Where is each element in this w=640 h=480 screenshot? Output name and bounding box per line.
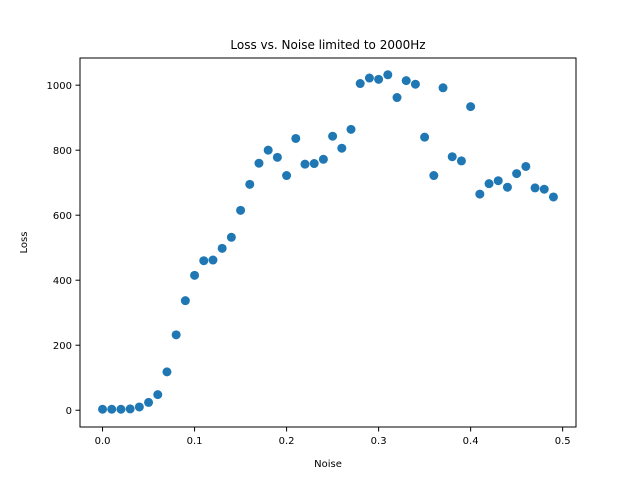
y-tick-label: 400 (53, 276, 72, 287)
y-tick-label: 0 (66, 406, 72, 417)
data-point (125, 404, 135, 414)
x-tick-label: 0.1 (187, 436, 203, 447)
data-point (134, 402, 144, 412)
data-point (208, 255, 218, 265)
data-point (512, 169, 522, 179)
data-point (107, 404, 117, 414)
y-tick-label: 200 (53, 341, 72, 352)
data-point (530, 183, 540, 193)
data-point (263, 145, 273, 155)
data-point (548, 192, 558, 202)
data-point (484, 179, 494, 189)
data-point (410, 79, 420, 89)
data-point (291, 133, 301, 143)
data-point (226, 232, 236, 242)
y-axis-ticks: 0 200 400 600 800 1000 (47, 81, 80, 417)
y-tick-label: 800 (53, 146, 72, 157)
data-point (318, 154, 328, 164)
data-point (438, 83, 448, 93)
y-axis-label: Loss (19, 232, 30, 254)
data-point (144, 397, 154, 407)
data-point (199, 256, 209, 266)
data-point (521, 161, 531, 171)
data-point (171, 330, 181, 340)
data-point (466, 102, 476, 112)
data-point (383, 70, 393, 80)
data-point (98, 404, 108, 414)
data-point (374, 74, 384, 84)
data-point (429, 171, 439, 181)
data-point (245, 179, 255, 189)
data-point (392, 93, 402, 103)
x-tick-label: 0.3 (371, 436, 387, 447)
data-points (98, 70, 558, 414)
data-point (300, 159, 310, 169)
data-point (190, 270, 200, 280)
x-tick-label: 0.0 (95, 436, 111, 447)
x-tick-label: 0.2 (279, 436, 295, 447)
plot-frame (79, 57, 577, 428)
data-point (364, 73, 374, 83)
data-point (539, 184, 549, 194)
data-point (346, 124, 356, 134)
data-point (502, 182, 512, 192)
data-point (282, 171, 292, 181)
data-point (355, 79, 365, 89)
data-point (447, 152, 457, 162)
data-point (153, 390, 163, 400)
data-point (420, 132, 430, 142)
data-point (162, 367, 172, 377)
data-point (401, 76, 411, 86)
y-tick-label: 1000 (47, 81, 72, 92)
chart-title: Loss vs. Noise limited to 2000Hz (230, 38, 425, 52)
data-point (217, 243, 227, 253)
data-point (337, 143, 347, 153)
data-point (272, 152, 282, 162)
data-point (475, 189, 485, 199)
x-tick-label: 0.5 (555, 436, 571, 447)
data-point (254, 158, 264, 168)
data-point (116, 404, 126, 414)
data-point (236, 205, 246, 215)
data-point (493, 176, 503, 186)
y-tick-label: 600 (53, 211, 72, 222)
data-point (309, 159, 319, 169)
x-tick-label: 0.4 (463, 436, 479, 447)
data-point (456, 156, 466, 166)
x-axis-label: Noise (314, 459, 342, 470)
x-axis-ticks: 0.0 0.1 0.2 0.3 0.4 0.5 (95, 427, 571, 447)
data-point (180, 296, 190, 306)
data-point (328, 131, 338, 141)
